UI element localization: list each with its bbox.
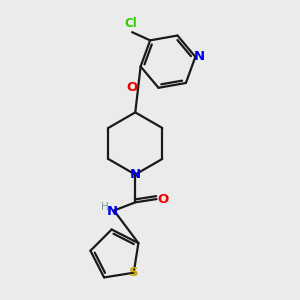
Text: S: S [129,266,139,279]
Text: N: N [194,50,205,63]
Text: Cl: Cl [124,16,137,30]
Text: N: N [130,168,141,181]
Text: H: H [101,202,109,212]
Text: N: N [107,205,118,218]
Text: O: O [158,193,169,206]
Text: O: O [126,81,138,94]
